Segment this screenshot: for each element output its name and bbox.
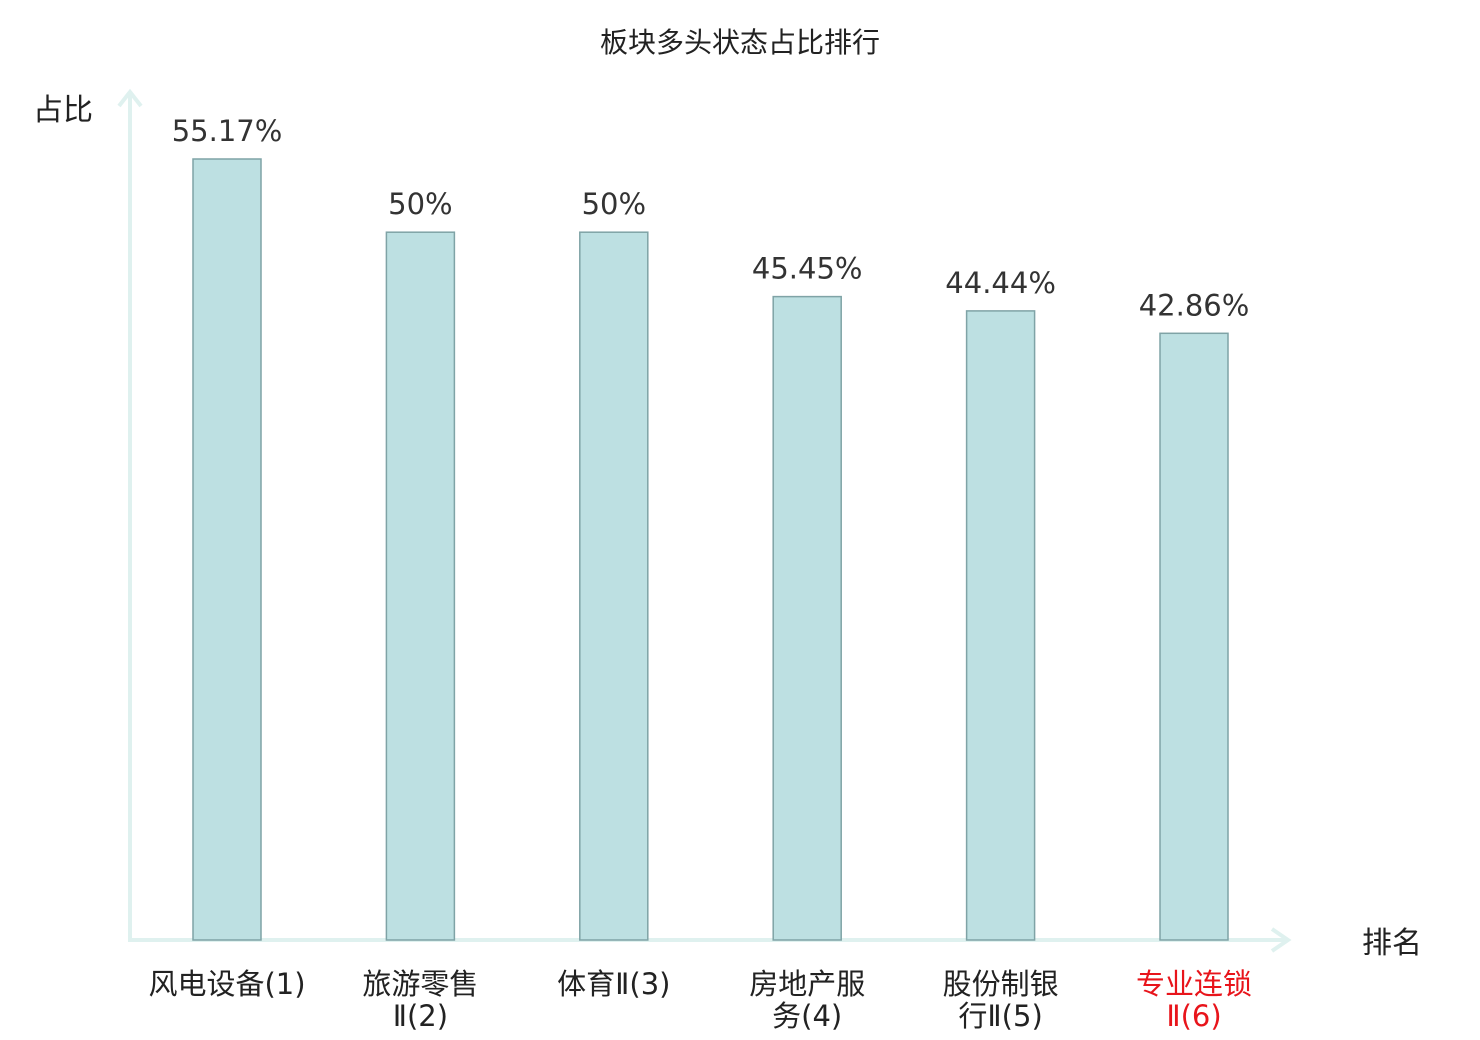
category-label-3-line-1: 体育Ⅱ(3) [557, 967, 670, 1001]
y-axis [117, 88, 143, 940]
x-axis-label: 排名 [1362, 926, 1422, 961]
bar-4 [772, 295, 842, 941]
value-label-5: 44.44% [945, 266, 1056, 300]
bars-group [192, 158, 1229, 941]
category-label-1-line-1: 风电设备(1) [148, 967, 305, 1001]
category-label-4-line-1: 房地产服 [749, 967, 865, 1001]
category-label-4-line-2: 务(4) [772, 999, 842, 1033]
bar-3 [579, 231, 649, 941]
value-label-2: 50% [388, 187, 452, 221]
bar-6 [1159, 332, 1229, 941]
category-label-6-line-2: Ⅱ(6) [1166, 999, 1221, 1033]
y-axis-label: 占比 [33, 93, 93, 128]
chart-title: 板块多头状态占比排行 [600, 26, 880, 59]
category-label-2-line-2: Ⅱ(2) [393, 999, 448, 1033]
value-labels-group: 55.17% 50% 50% 45.45% 44.44% 42.86% [172, 114, 1250, 322]
value-label-1: 55.17% [172, 114, 283, 148]
value-label-3: 50% [582, 187, 646, 221]
category-label-5-line-1: 股份制银 [943, 967, 1059, 1001]
bar-2 [385, 231, 456, 941]
category-label-5-line-2: 行Ⅱ(5) [958, 999, 1042, 1033]
value-label-4: 45.45% [752, 252, 863, 286]
x-axis [128, 927, 1292, 953]
category-label-6-line-1: 专业连锁 [1136, 967, 1252, 1001]
value-label-6: 42.86% [1139, 288, 1250, 322]
bar-1 [192, 158, 262, 941]
category-label-2-line-1: 旅游零售 [362, 967, 478, 1001]
bar-5 [965, 310, 1036, 941]
